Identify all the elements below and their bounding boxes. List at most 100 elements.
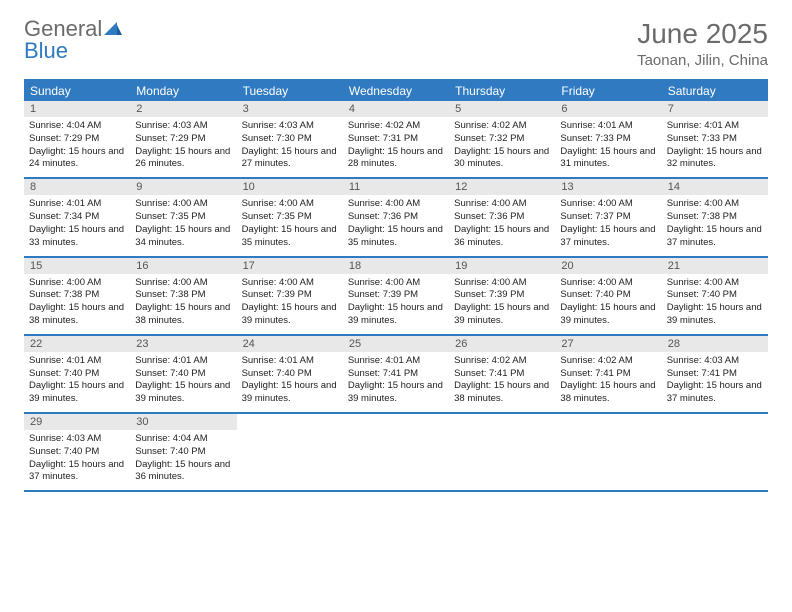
day-cell: 15Sunrise: 4:00 AMSunset: 7:38 PMDayligh… (24, 258, 130, 334)
day-body: Sunrise: 4:00 AMSunset: 7:38 PMDaylight:… (130, 274, 236, 328)
day-cell: 30Sunrise: 4:04 AMSunset: 7:40 PMDayligh… (130, 414, 236, 490)
week-row: 15Sunrise: 4:00 AMSunset: 7:38 PMDayligh… (24, 258, 768, 336)
day-number: 12 (449, 179, 555, 195)
day-body: Sunrise: 4:00 AMSunset: 7:35 PMDaylight:… (237, 195, 343, 249)
weekday-header: Sunday (24, 81, 130, 101)
day-body: Sunrise: 4:00 AMSunset: 7:37 PMDaylight:… (555, 195, 661, 249)
day-body: Sunrise: 4:01 AMSunset: 7:40 PMDaylight:… (130, 352, 236, 406)
day-number: 8 (24, 179, 130, 195)
logo-word-2: Blue (24, 38, 68, 63)
day-number: 27 (555, 336, 661, 352)
day-cell (662, 414, 768, 490)
day-body: Sunrise: 4:02 AMSunset: 7:41 PMDaylight:… (449, 352, 555, 406)
day-number: 17 (237, 258, 343, 274)
day-cell: 24Sunrise: 4:01 AMSunset: 7:40 PMDayligh… (237, 336, 343, 412)
day-body: Sunrise: 4:02 AMSunset: 7:41 PMDaylight:… (555, 352, 661, 406)
day-number: 1 (24, 101, 130, 117)
weekday-header: Tuesday (237, 81, 343, 101)
day-cell: 5Sunrise: 4:02 AMSunset: 7:32 PMDaylight… (449, 101, 555, 177)
day-number: 29 (24, 414, 130, 430)
day-cell: 28Sunrise: 4:03 AMSunset: 7:41 PMDayligh… (662, 336, 768, 412)
day-body: Sunrise: 4:02 AMSunset: 7:31 PMDaylight:… (343, 117, 449, 171)
day-body: Sunrise: 4:00 AMSunset: 7:40 PMDaylight:… (555, 274, 661, 328)
day-cell (555, 414, 661, 490)
day-body: Sunrise: 4:01 AMSunset: 7:41 PMDaylight:… (343, 352, 449, 406)
day-cell: 8Sunrise: 4:01 AMSunset: 7:34 PMDaylight… (24, 179, 130, 255)
day-cell: 26Sunrise: 4:02 AMSunset: 7:41 PMDayligh… (449, 336, 555, 412)
month-title: June 2025 (637, 18, 768, 50)
day-number: 7 (662, 101, 768, 117)
day-number: 28 (662, 336, 768, 352)
day-cell: 4Sunrise: 4:02 AMSunset: 7:31 PMDaylight… (343, 101, 449, 177)
day-body: Sunrise: 4:00 AMSunset: 7:36 PMDaylight:… (449, 195, 555, 249)
day-body: Sunrise: 4:00 AMSunset: 7:39 PMDaylight:… (449, 274, 555, 328)
day-number: 9 (130, 179, 236, 195)
day-number: 14 (662, 179, 768, 195)
day-cell (343, 414, 449, 490)
day-cell: 16Sunrise: 4:00 AMSunset: 7:38 PMDayligh… (130, 258, 236, 334)
day-body: Sunrise: 4:00 AMSunset: 7:38 PMDaylight:… (24, 274, 130, 328)
day-cell: 1Sunrise: 4:04 AMSunset: 7:29 PMDaylight… (24, 101, 130, 177)
day-cell: 20Sunrise: 4:00 AMSunset: 7:40 PMDayligh… (555, 258, 661, 334)
calendar: SundayMondayTuesdayWednesdayThursdayFrid… (24, 79, 768, 492)
day-body: Sunrise: 4:00 AMSunset: 7:36 PMDaylight:… (343, 195, 449, 249)
day-cell: 11Sunrise: 4:00 AMSunset: 7:36 PMDayligh… (343, 179, 449, 255)
day-number: 16 (130, 258, 236, 274)
day-cell: 10Sunrise: 4:00 AMSunset: 7:35 PMDayligh… (237, 179, 343, 255)
weekday-header: Friday (555, 81, 661, 101)
day-cell: 23Sunrise: 4:01 AMSunset: 7:40 PMDayligh… (130, 336, 236, 412)
day-number: 15 (24, 258, 130, 274)
day-cell: 22Sunrise: 4:01 AMSunset: 7:40 PMDayligh… (24, 336, 130, 412)
day-body: Sunrise: 4:00 AMSunset: 7:39 PMDaylight:… (237, 274, 343, 328)
day-cell (237, 414, 343, 490)
day-cell: 9Sunrise: 4:00 AMSunset: 7:35 PMDaylight… (130, 179, 236, 255)
day-body: Sunrise: 4:01 AMSunset: 7:40 PMDaylight:… (237, 352, 343, 406)
day-body: Sunrise: 4:00 AMSunset: 7:35 PMDaylight:… (130, 195, 236, 249)
day-number: 23 (130, 336, 236, 352)
logo: General Blue (24, 18, 122, 62)
day-body: Sunrise: 4:00 AMSunset: 7:39 PMDaylight:… (343, 274, 449, 328)
day-number: 20 (555, 258, 661, 274)
weekday-header: Saturday (662, 81, 768, 101)
day-body: Sunrise: 4:01 AMSunset: 7:33 PMDaylight:… (662, 117, 768, 171)
title-block: June 2025 Taonan, Jilin, China (637, 18, 768, 69)
day-cell: 19Sunrise: 4:00 AMSunset: 7:39 PMDayligh… (449, 258, 555, 334)
day-body: Sunrise: 4:00 AMSunset: 7:40 PMDaylight:… (662, 274, 768, 328)
weekday-header: Monday (130, 81, 236, 101)
week-row: 1Sunrise: 4:04 AMSunset: 7:29 PMDaylight… (24, 101, 768, 179)
day-cell: 29Sunrise: 4:03 AMSunset: 7:40 PMDayligh… (24, 414, 130, 490)
weekday-header: Thursday (449, 81, 555, 101)
day-cell: 14Sunrise: 4:00 AMSunset: 7:38 PMDayligh… (662, 179, 768, 255)
header: General Blue June 2025 Taonan, Jilin, Ch… (24, 18, 768, 69)
day-cell: 13Sunrise: 4:00 AMSunset: 7:37 PMDayligh… (555, 179, 661, 255)
logo-sail-icon (104, 18, 122, 32)
day-cell: 7Sunrise: 4:01 AMSunset: 7:33 PMDaylight… (662, 101, 768, 177)
week-row: 29Sunrise: 4:03 AMSunset: 7:40 PMDayligh… (24, 414, 768, 492)
weekday-header: Wednesday (343, 81, 449, 101)
day-number: 22 (24, 336, 130, 352)
day-number: 26 (449, 336, 555, 352)
day-cell: 3Sunrise: 4:03 AMSunset: 7:30 PMDaylight… (237, 101, 343, 177)
day-number: 18 (343, 258, 449, 274)
day-cell: 12Sunrise: 4:00 AMSunset: 7:36 PMDayligh… (449, 179, 555, 255)
day-body: Sunrise: 4:03 AMSunset: 7:29 PMDaylight:… (130, 117, 236, 171)
day-body: Sunrise: 4:01 AMSunset: 7:33 PMDaylight:… (555, 117, 661, 171)
day-body: Sunrise: 4:01 AMSunset: 7:40 PMDaylight:… (24, 352, 130, 406)
day-cell: 6Sunrise: 4:01 AMSunset: 7:33 PMDaylight… (555, 101, 661, 177)
week-row: 8Sunrise: 4:01 AMSunset: 7:34 PMDaylight… (24, 179, 768, 257)
day-number: 19 (449, 258, 555, 274)
day-body: Sunrise: 4:04 AMSunset: 7:40 PMDaylight:… (130, 430, 236, 484)
day-cell: 25Sunrise: 4:01 AMSunset: 7:41 PMDayligh… (343, 336, 449, 412)
day-number: 25 (343, 336, 449, 352)
day-number: 4 (343, 101, 449, 117)
day-body: Sunrise: 4:00 AMSunset: 7:38 PMDaylight:… (662, 195, 768, 249)
weekday-header-row: SundayMondayTuesdayWednesdayThursdayFrid… (24, 81, 768, 101)
day-body: Sunrise: 4:03 AMSunset: 7:30 PMDaylight:… (237, 117, 343, 171)
day-body: Sunrise: 4:03 AMSunset: 7:41 PMDaylight:… (662, 352, 768, 406)
day-number: 3 (237, 101, 343, 117)
day-cell: 18Sunrise: 4:00 AMSunset: 7:39 PMDayligh… (343, 258, 449, 334)
day-number: 10 (237, 179, 343, 195)
day-cell: 2Sunrise: 4:03 AMSunset: 7:29 PMDaylight… (130, 101, 236, 177)
day-number: 6 (555, 101, 661, 117)
day-cell: 21Sunrise: 4:00 AMSunset: 7:40 PMDayligh… (662, 258, 768, 334)
